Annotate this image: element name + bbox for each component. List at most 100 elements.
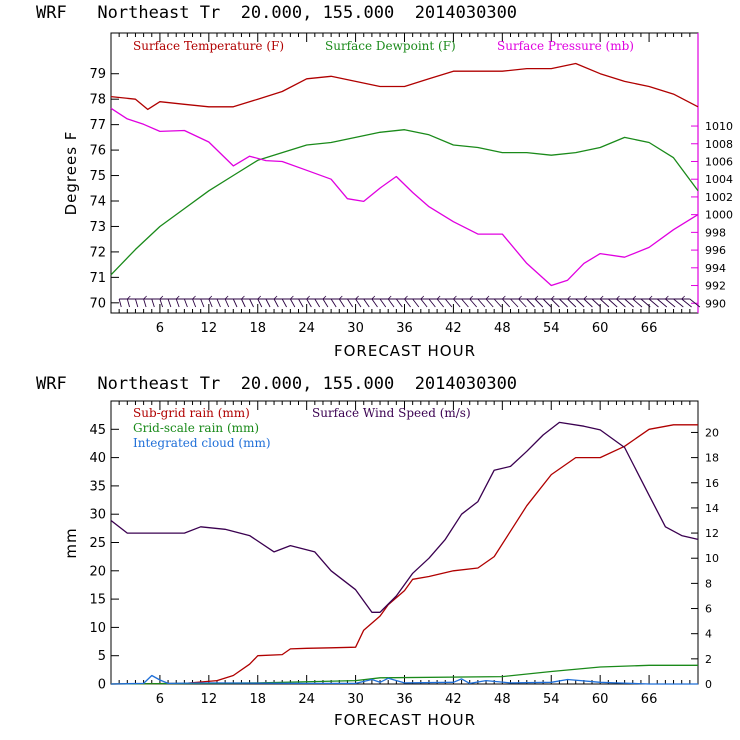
wind-barb-flag <box>648 295 653 300</box>
wind-barb <box>453 298 461 308</box>
legend-pressure: Surface Pressure (mb) <box>497 39 634 53</box>
wind-barb-flag <box>567 295 571 300</box>
wind-barb-flag <box>550 295 555 300</box>
x-tick-label: 24 <box>298 692 315 707</box>
x-tick-label: 18 <box>249 692 266 707</box>
legend: Surface Temperature (F) Surface Dewpoint… <box>133 39 634 53</box>
x-tick-label: 42 <box>445 692 462 707</box>
wind-barb <box>485 298 494 308</box>
wind-barb <box>143 298 147 308</box>
wind-barb <box>200 298 205 308</box>
wind-barb <box>273 298 279 308</box>
wind-barb <box>469 298 478 308</box>
y2-tick-label: 12 <box>705 527 719 540</box>
wind-barb-flag <box>257 295 262 300</box>
wind-barb-flag <box>632 295 637 300</box>
series-line-integrated-cloud <box>110 674 698 685</box>
y2-tick-label: 1004 <box>705 173 733 186</box>
wind-barb-flag <box>192 295 196 300</box>
y2-tick-label: 990 <box>705 297 726 310</box>
legend-wind-speed: Surface Wind Speed (m/s) <box>312 406 471 420</box>
wind-barb <box>583 298 593 308</box>
x-tick-label: 60 <box>592 321 609 336</box>
x-tick-label: 6 <box>156 692 164 707</box>
wind-barb-flag <box>290 295 294 300</box>
wind-barb <box>616 298 626 308</box>
wind-barb <box>493 298 502 308</box>
y-tick-label: 45 <box>89 423 106 438</box>
y-tick-label: 76 <box>89 144 106 159</box>
y-tick-label: 72 <box>89 245 106 260</box>
y2-axis-ticks: 0 2 4 6 8 10 12 14 16 18 20 <box>691 426 719 691</box>
y2-tick-label: 1010 <box>705 120 733 133</box>
wind-barb <box>608 298 618 308</box>
wind-barb <box>151 298 155 308</box>
wind-barb <box>559 298 568 308</box>
wind-barb-flag <box>469 295 474 300</box>
wind-barb-flag <box>306 295 310 300</box>
wind-barb <box>241 298 246 308</box>
wind-barb <box>461 298 469 308</box>
y2-tick-label: 16 <box>705 477 719 490</box>
x-axis-label: FORECAST HOUR <box>334 342 476 360</box>
y2-tick-label: 996 <box>705 244 726 257</box>
wind-barb <box>232 298 238 308</box>
wind-barb-flag <box>143 295 147 300</box>
legend-subgrid-rain: Sub-grid rain (mm) <box>133 406 250 420</box>
wind-barb-flag <box>404 295 408 300</box>
y2-tick-label: 4 <box>705 628 712 641</box>
temperature-panel: WRF Northeast Tr 20.000, 155.000 2014030… <box>36 3 733 360</box>
x-axis-ticks: 6 12 18 24 30 36 42 48 54 60 66 <box>118 401 691 707</box>
wind-barb <box>404 298 411 308</box>
wind-barb <box>167 298 172 308</box>
wind-barb-flag <box>355 295 359 300</box>
wind-barb <box>575 298 585 308</box>
wind-barb <box>542 298 552 308</box>
wind-barb-flag <box>175 295 180 300</box>
wind-barb <box>502 298 511 308</box>
y2-tick-label: 992 <box>705 280 726 293</box>
wind-barb <box>477 298 486 308</box>
wind-barb <box>648 298 659 308</box>
wind-barb <box>428 298 436 308</box>
wind-barb-flag <box>616 295 620 300</box>
y2-tick-label: 6 <box>705 603 712 616</box>
wind-barb <box>624 298 635 308</box>
y2-tick-label: 1000 <box>705 209 733 222</box>
x-axis-ticks: 6 12 18 24 30 36 42 48 54 60 66 <box>118 33 691 336</box>
x-tick-label: 54 <box>543 321 560 336</box>
wind-barb <box>159 298 164 308</box>
y2-tick-label: 994 <box>705 262 726 275</box>
wind-barb <box>175 298 180 308</box>
wind-barb <box>681 298 692 308</box>
wind-barb <box>526 298 535 308</box>
wind-barb-flag <box>518 295 522 300</box>
wind-barb-flag <box>322 295 327 300</box>
y2-tick-label: 18 <box>705 452 719 465</box>
x-tick-label: 24 <box>298 321 315 336</box>
wind-barb-flag <box>502 295 506 300</box>
wind-barb <box>534 298 544 308</box>
wind-barb <box>306 298 312 308</box>
wind-barb <box>395 298 403 308</box>
y2-tick-label: 14 <box>705 502 719 515</box>
wind-barb-flag <box>241 295 245 300</box>
wind-barb <box>420 298 428 308</box>
wind-barb <box>363 298 370 308</box>
x-tick-label: 54 <box>543 692 560 707</box>
series-lines <box>110 62 699 287</box>
x-tick-label: 60 <box>592 692 609 707</box>
wind-barb <box>135 298 139 308</box>
wind-barb <box>632 298 643 308</box>
wind-barb <box>192 298 197 308</box>
wind-barb <box>689 298 701 308</box>
wind-barb <box>289 298 296 308</box>
y2-tick-label: 998 <box>705 226 726 239</box>
x-tick-label: 12 <box>201 692 218 707</box>
wind-barb <box>224 298 230 308</box>
wind-barb <box>444 298 453 308</box>
x-tick-label: 42 <box>445 321 462 336</box>
wind-barb <box>322 298 329 308</box>
y-tick-label: 25 <box>89 536 106 551</box>
y2-axis-ticks: 990 992 994 996 998 1000 1002 1004 1006 1008 1010 <box>691 33 733 313</box>
